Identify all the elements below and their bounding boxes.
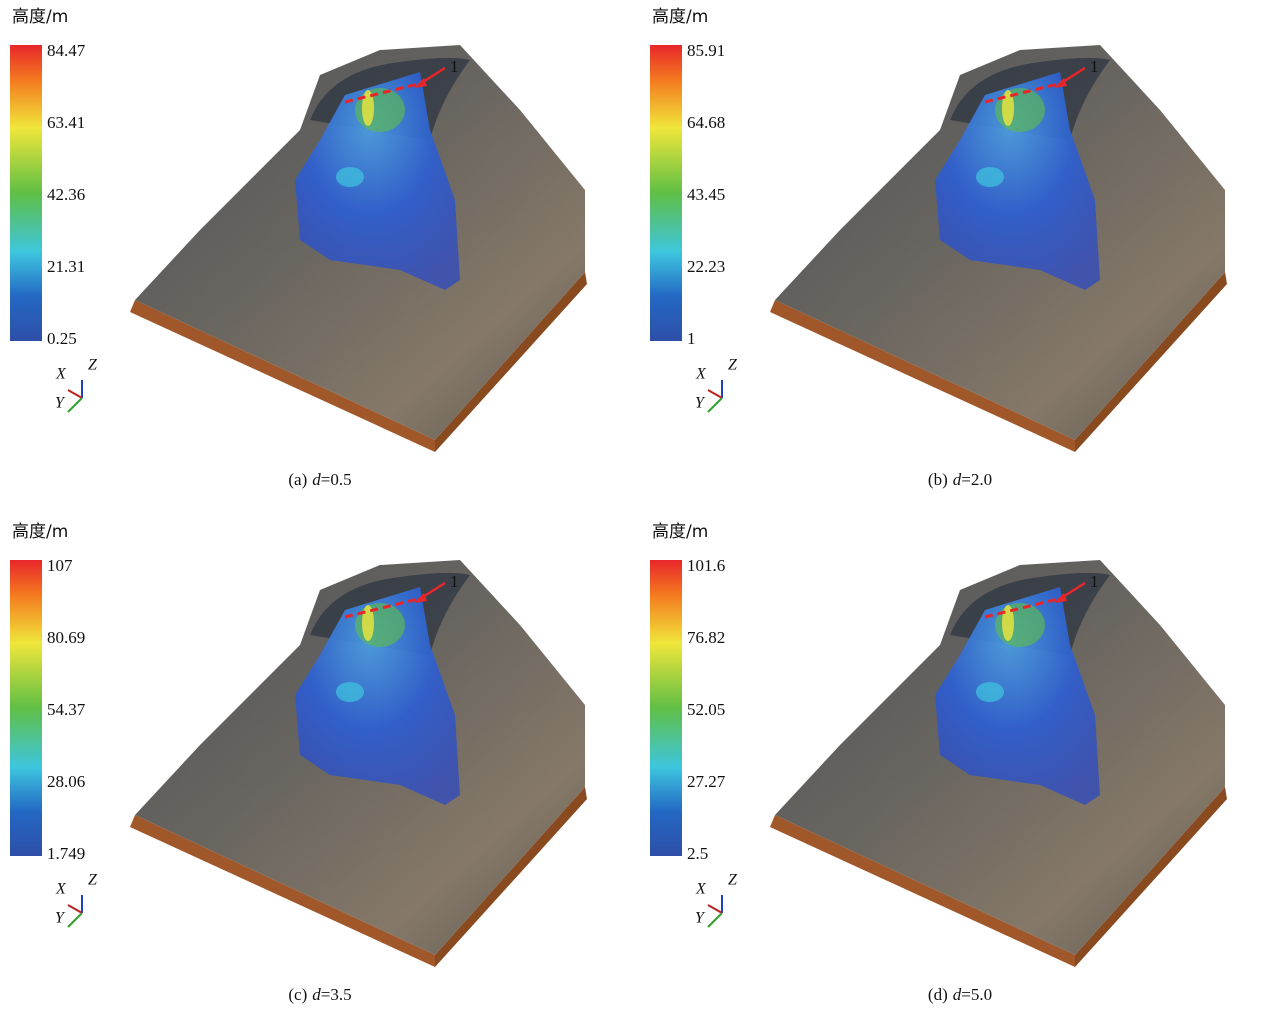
colorbar-tick-label: 2.5	[687, 844, 708, 863]
axis-x-label: X	[695, 881, 707, 898]
caption: (d)d=5.0	[928, 985, 992, 1004]
colorbar-tick-label: 22.23	[687, 257, 725, 276]
marker-label: 1	[1090, 572, 1099, 591]
colorbar-tick-label: 28.06	[47, 772, 85, 791]
colorbar-tick-label: 43.45	[687, 185, 725, 204]
colorbar-tick-label: 84.47	[47, 41, 86, 60]
panel: 高度/m 85.91 64.68 43.45 22.23 1 1 X Z Y (b)d=2.0	[650, 7, 1227, 489]
caption-label: (d)	[928, 985, 948, 1004]
axis-x	[68, 905, 82, 913]
axis-y	[68, 913, 82, 927]
caption-label: (c)	[288, 985, 307, 1004]
marker-label: 1	[450, 57, 459, 76]
caption-value: =3.5	[321, 985, 352, 1004]
caption-label: (a)	[288, 470, 307, 489]
axis-z-label: Z	[728, 357, 738, 374]
axis-z-label: Z	[88, 357, 98, 374]
axis-z-label: Z	[728, 872, 738, 889]
axis-x-label: X	[55, 366, 67, 383]
colorbar-tick-label: 1.749	[47, 844, 85, 863]
axis-y	[708, 398, 722, 412]
colorbar	[650, 560, 682, 856]
colorbar-tick-label: 107	[47, 556, 73, 575]
colorbar-tick-label: 85.91	[687, 41, 725, 60]
caption-value: =0.5	[321, 470, 352, 489]
colorbar-title: 高度/m	[12, 522, 68, 542]
caption: (c)d=3.5	[288, 985, 351, 1004]
axis-x-label: X	[55, 881, 67, 898]
colorbar-title: 高度/m	[12, 7, 68, 27]
axis-y-label: Y	[55, 395, 66, 412]
axis-y-label: Y	[695, 910, 706, 927]
colorbar-tick-label: 64.68	[687, 113, 725, 132]
colorbar-tick-label: 54.37	[47, 700, 86, 719]
flow-spot	[336, 682, 364, 702]
axis-x	[68, 390, 82, 398]
panel: 高度/m 101.6 76.82 52.05 27.27 2.5 1 X Z Y (d)d=5.0	[650, 522, 1227, 1004]
axis-y	[708, 913, 722, 927]
colorbar-tick-label: 0.25	[47, 329, 77, 348]
figure: 高度/m 84.47 63.41 42.36 21.31 0.25 1 X Z Y (a)d=0.5…	[0, 0, 1278, 1011]
colorbar-title: 高度/m	[652, 522, 708, 542]
marker-label: 1	[450, 572, 459, 591]
colorbar-tick-label: 52.05	[687, 700, 725, 719]
colorbar-tick-label: 63.41	[47, 113, 85, 132]
axis-x	[708, 390, 722, 398]
caption: (b)d=2.0	[928, 470, 992, 489]
axis-y	[68, 398, 82, 412]
colorbar-tick-label: 76.82	[687, 628, 725, 647]
colorbar-tick-label: 1	[687, 329, 696, 348]
colorbar	[10, 560, 42, 856]
axis-z-label: Z	[88, 872, 98, 889]
flow-spot	[976, 682, 1004, 702]
colorbar-tick-label: 27.27	[687, 772, 726, 791]
caption-label: (b)	[928, 470, 948, 489]
colorbar-tick-label: 21.31	[47, 257, 85, 276]
colorbar-title: 高度/m	[652, 7, 708, 27]
panel: 高度/m 107 80.69 54.37 28.06 1.749 1 X Z Y (c)d=3.5	[10, 522, 587, 1004]
flow-spot	[976, 167, 1004, 187]
axis-x-label: X	[695, 366, 707, 383]
panel: 高度/m 84.47 63.41 42.36 21.31 0.25 1 X Z Y (a)d=0.5	[10, 7, 587, 489]
flow-spot	[336, 167, 364, 187]
axis-y-label: Y	[55, 910, 66, 927]
colorbar	[650, 45, 682, 341]
caption-value: =2.0	[961, 470, 992, 489]
colorbar	[10, 45, 42, 341]
axis-y-label: Y	[695, 395, 706, 412]
axis-x	[708, 905, 722, 913]
colorbar-tick-label: 42.36	[47, 185, 85, 204]
caption: (a)d=0.5	[288, 470, 351, 489]
colorbar-tick-label: 80.69	[47, 628, 85, 647]
caption-value: =5.0	[961, 985, 992, 1004]
colorbar-tick-label: 101.6	[687, 556, 725, 575]
marker-label: 1	[1090, 57, 1099, 76]
